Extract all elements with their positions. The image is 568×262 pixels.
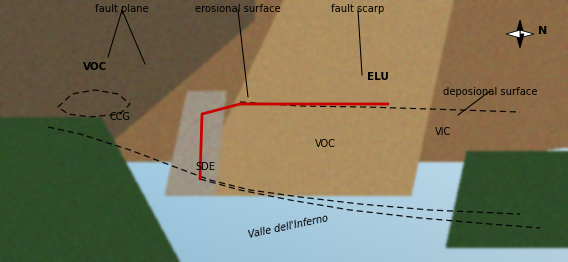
Text: VIC: VIC bbox=[435, 127, 451, 137]
Text: SDE: SDE bbox=[195, 162, 215, 172]
Text: Valle dell'Inferno: Valle dell'Inferno bbox=[247, 214, 329, 240]
Polygon shape bbox=[516, 20, 524, 34]
Text: erosional surface: erosional surface bbox=[195, 4, 281, 14]
Text: N: N bbox=[538, 26, 547, 36]
Text: ELU: ELU bbox=[367, 72, 389, 82]
Text: fault scarp: fault scarp bbox=[331, 4, 385, 14]
Text: deposional surface: deposional surface bbox=[442, 87, 537, 97]
Polygon shape bbox=[506, 30, 520, 38]
Text: VOC: VOC bbox=[315, 139, 336, 149]
Text: VOC: VOC bbox=[83, 62, 107, 72]
Polygon shape bbox=[520, 30, 534, 38]
Text: fault plane: fault plane bbox=[95, 4, 149, 14]
Polygon shape bbox=[516, 34, 524, 48]
Text: CCG: CCG bbox=[110, 112, 131, 122]
